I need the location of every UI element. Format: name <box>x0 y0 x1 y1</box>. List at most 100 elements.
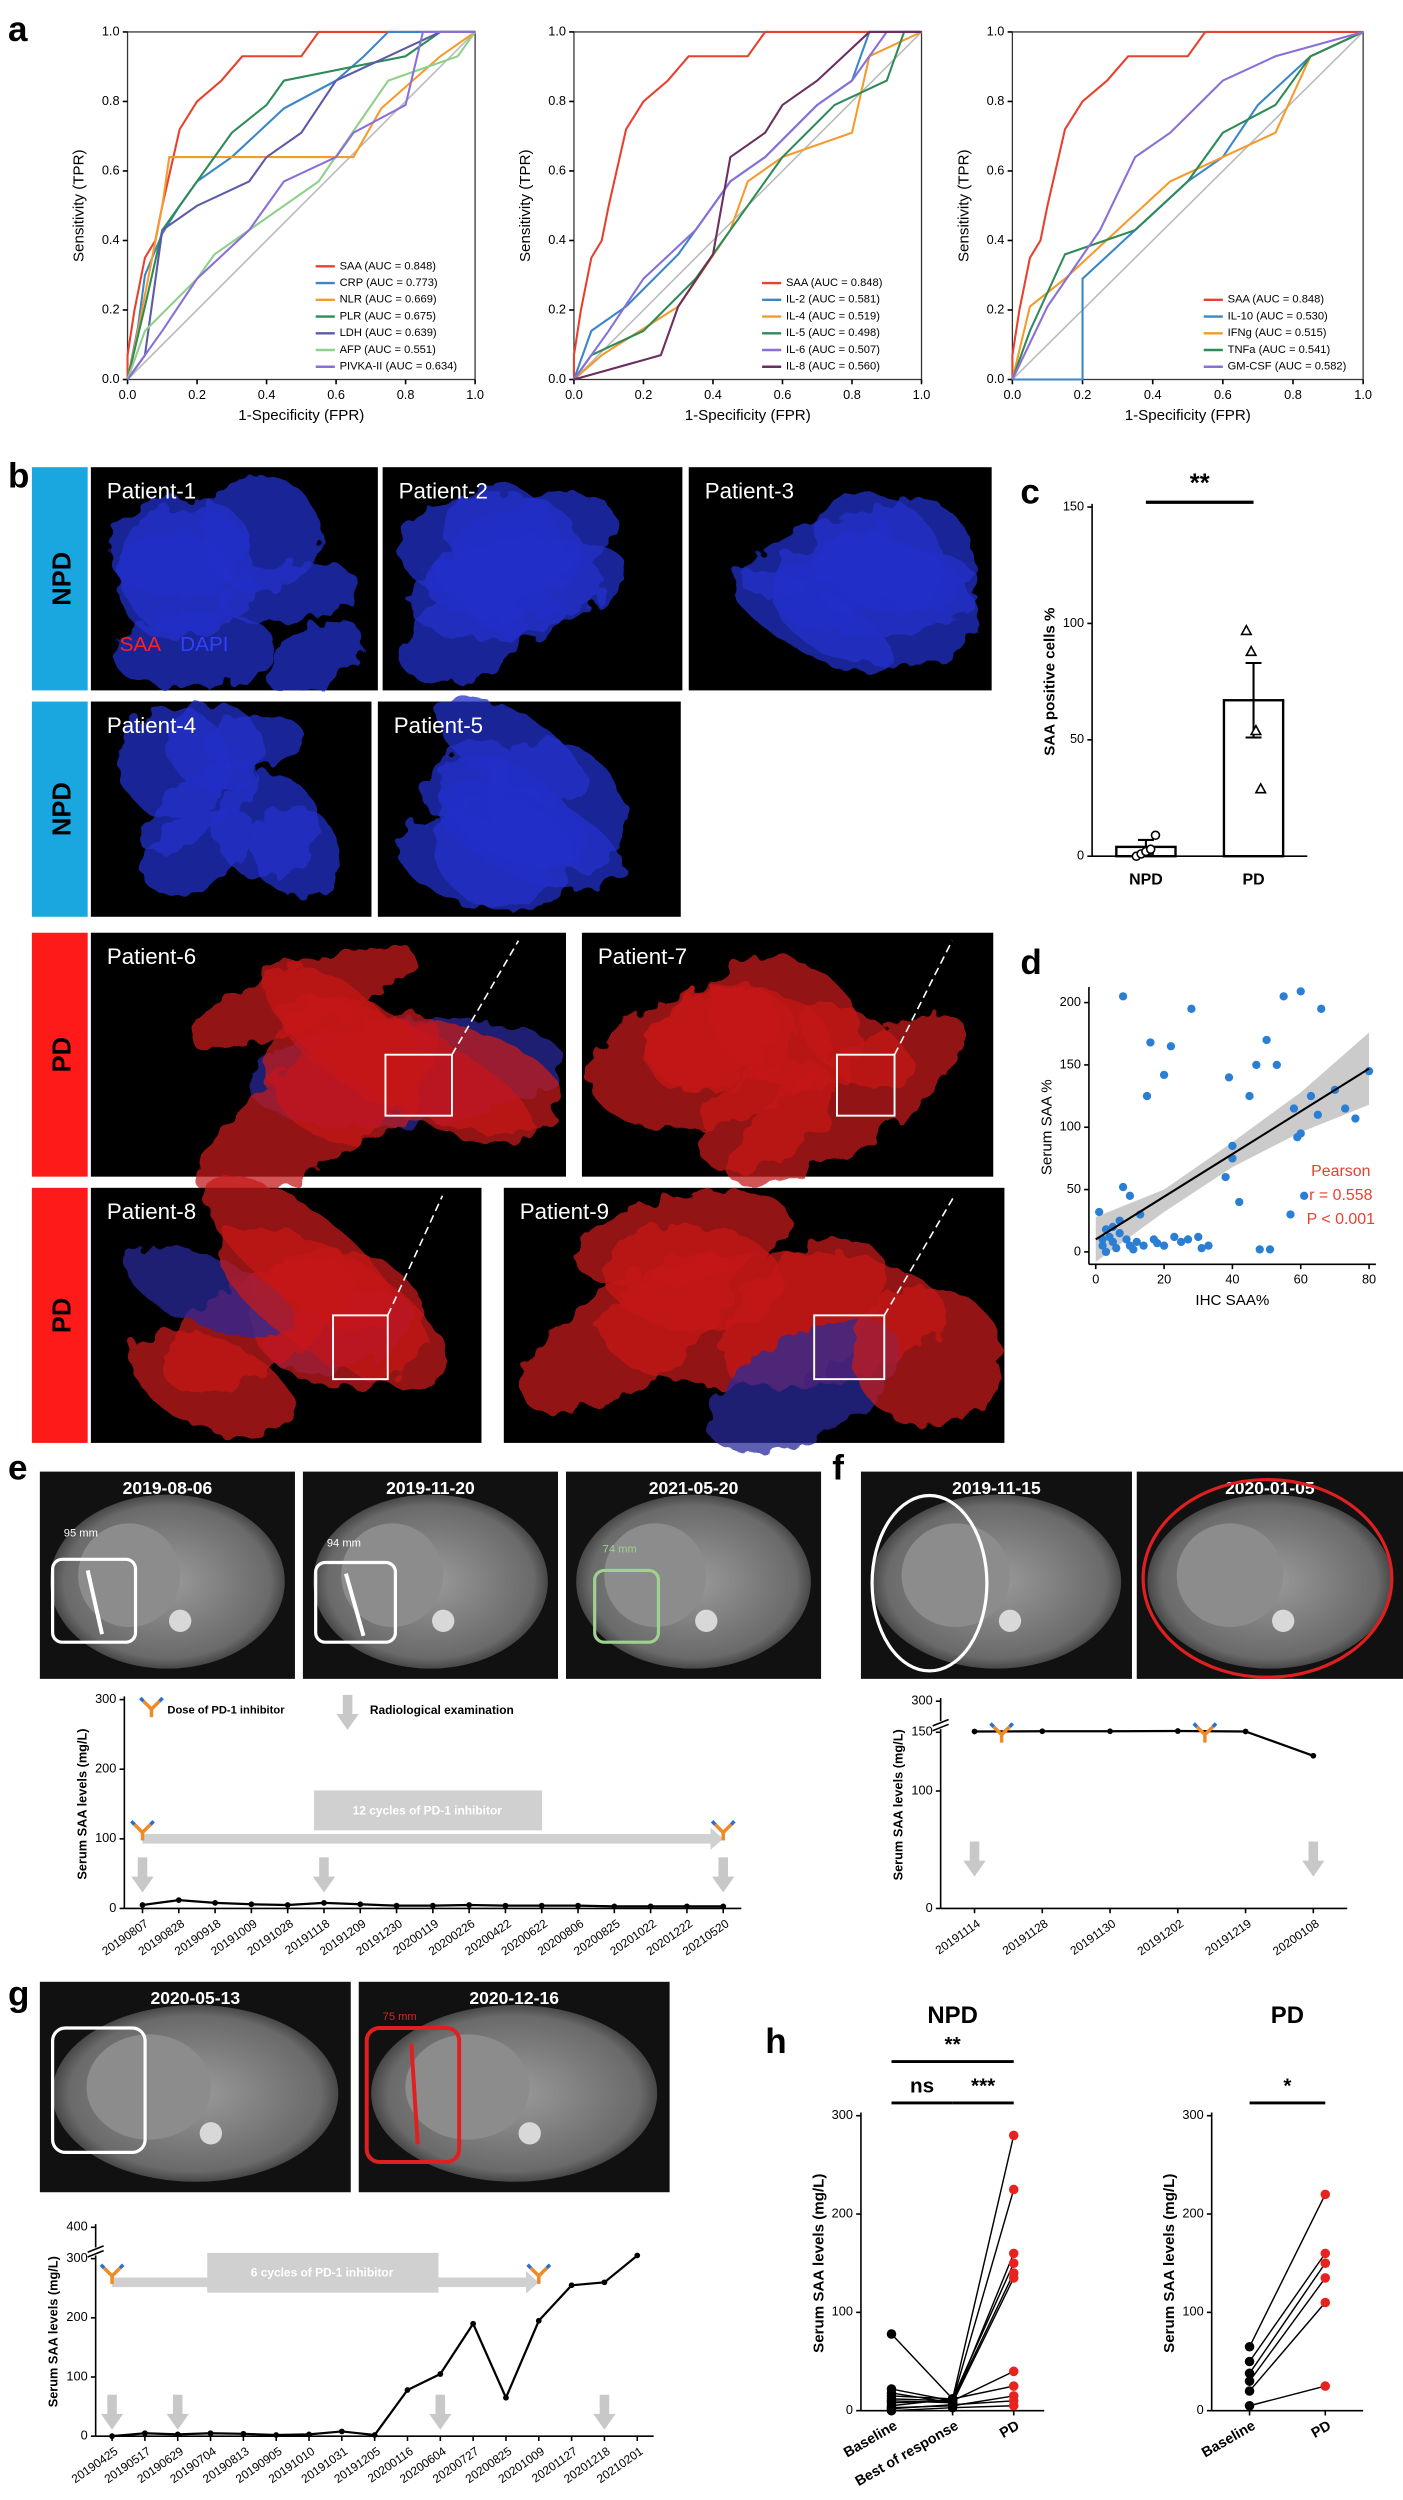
cycle-box <box>314 1790 543 1831</box>
data-point <box>1098 1241 1107 1250</box>
data-point <box>175 1897 182 1903</box>
data-point <box>1008 2366 1019 2377</box>
roc-curve <box>1011 30 1364 380</box>
tissue-blob <box>436 781 622 891</box>
x-tick-label: 20191130 <box>1068 1916 1119 1958</box>
legend-label: SAA (AUC = 0.848) <box>786 277 883 289</box>
data-point <box>1320 2297 1331 2308</box>
data-point <box>1254 782 1267 794</box>
antibody <box>992 1725 1011 1738</box>
data-point <box>1320 2258 1331 2268</box>
data-point <box>1108 1237 1117 1247</box>
patient-label: Patient-2 <box>399 479 488 504</box>
roc-curve <box>126 30 476 380</box>
tissue-blob <box>119 506 257 637</box>
antibody <box>102 2266 122 2279</box>
y-axis-title: Serum SAA levels (mg/L) <box>1161 2174 1178 2353</box>
patient-label: Patient-4 <box>107 713 196 738</box>
data-point <box>1262 1035 1271 1045</box>
data-point <box>568 2282 575 2289</box>
y-tick-label: 0 <box>109 1900 116 1915</box>
y-tick-label: 100 <box>1060 1119 1081 1134</box>
axis-break <box>932 1718 949 1727</box>
data-point <box>503 2394 509 2401</box>
series-line <box>974 1729 1314 1757</box>
y-tick-label: 0.6 <box>987 162 1005 177</box>
data-point <box>338 2428 345 2435</box>
data-point <box>1289 1104 1299 1113</box>
x-axis-title: 1-Specificity (FPR) <box>1125 407 1251 424</box>
exam-arrow <box>312 1857 336 1893</box>
axis-break <box>87 2249 104 2258</box>
x-tick-label: 0.4 <box>258 387 276 402</box>
data-point <box>647 1903 654 1910</box>
group-label: NPD <box>49 782 77 836</box>
antibody-tip <box>989 1722 995 1728</box>
size-label: 75 mm <box>383 2011 417 2023</box>
data-point <box>1244 2400 1255 2411</box>
data-point <box>1170 1232 1179 1242</box>
y-tick-label: 0.8 <box>548 93 566 108</box>
exam-arrow <box>100 2394 124 2430</box>
inset-line <box>893 940 953 1056</box>
plot-frame <box>1011 31 1364 381</box>
lesion-ring <box>1141 1477 1394 1679</box>
legend-label: IL-2 (AUC = 0.581) <box>786 294 880 306</box>
y-tick-label: 0.6 <box>548 162 566 177</box>
group-label: NPD <box>49 552 77 606</box>
legend-label: LDH (AUC = 0.639) <box>340 327 437 339</box>
legend-label: IL-5 (AUC = 0.498) <box>786 327 880 339</box>
y-axis-title: Serum SAA levels (mg/L) <box>810 2174 827 2353</box>
data-point <box>139 1902 146 1908</box>
data-point <box>1129 1245 1138 1254</box>
roc-curve <box>126 30 476 380</box>
data-point <box>1101 1247 1111 1257</box>
antibody <box>1195 1725 1215 1738</box>
inset-line <box>883 1195 956 1316</box>
tissue-blob <box>167 702 264 792</box>
y-tick-label: 200 <box>832 2205 853 2220</box>
scan-spine <box>1272 1609 1295 1632</box>
y-axis-title: Sensitivity (TPR) <box>956 149 973 262</box>
legend-label: CRP (AUC = 0.773) <box>340 277 438 289</box>
data-point <box>611 1903 618 1910</box>
y-tick-label: 200 <box>1060 994 1081 1009</box>
y-tick-label: 300 <box>1182 2107 1203 2122</box>
y-tick-label: 0 <box>81 2428 88 2443</box>
data-point <box>1310 1752 1317 1759</box>
y-tick-label: 1.0 <box>548 23 566 38</box>
y-tick-label: 100 <box>1182 2304 1203 2319</box>
legend-label: IFNg (AUC = 0.515) <box>1228 327 1327 339</box>
data-point <box>1244 2356 1255 2367</box>
patient-label: Patient-9 <box>520 1199 609 1224</box>
inset-box <box>384 1053 453 1117</box>
scan-organ <box>78 1523 181 1628</box>
tissue-blob <box>278 996 535 1145</box>
tissue-blob <box>217 1225 449 1387</box>
roc-curve <box>1011 31 1364 380</box>
panel-label: d <box>1020 943 1041 982</box>
data-point <box>1313 1110 1322 1119</box>
scan-spine <box>518 2122 541 2145</box>
legend-label: PLR (AUC = 0.675) <box>340 310 437 322</box>
x-tick-label: Baseline <box>1199 2418 1258 2461</box>
data-point <box>1320 2248 1331 2259</box>
plot-frame <box>126 31 476 381</box>
data-point <box>1245 1091 1254 1101</box>
tissue <box>118 702 340 897</box>
legend-label: PIVKA-II (AUC = 0.634) <box>340 361 458 373</box>
data-point <box>1320 2189 1331 2200</box>
data-point <box>1153 1239 1162 1248</box>
legend-label: IL-8 (AUC = 0.560) <box>786 361 880 373</box>
tissue-blob <box>862 497 974 611</box>
data-point <box>1194 1232 1203 1242</box>
y-tick-label: 0.2 <box>548 301 566 316</box>
patient-line <box>890 2135 1015 2401</box>
cycle-band-head <box>710 1827 724 1850</box>
scan-date: 2019-11-15 <box>952 1478 1041 1498</box>
data-point <box>720 1903 727 1910</box>
data-point <box>393 1902 400 1909</box>
y-axis-title: Sensitivity (TPR) <box>517 149 534 262</box>
data-point <box>1159 1241 1169 1250</box>
x-axis-title: 1-Specificity (FPR) <box>238 407 364 424</box>
